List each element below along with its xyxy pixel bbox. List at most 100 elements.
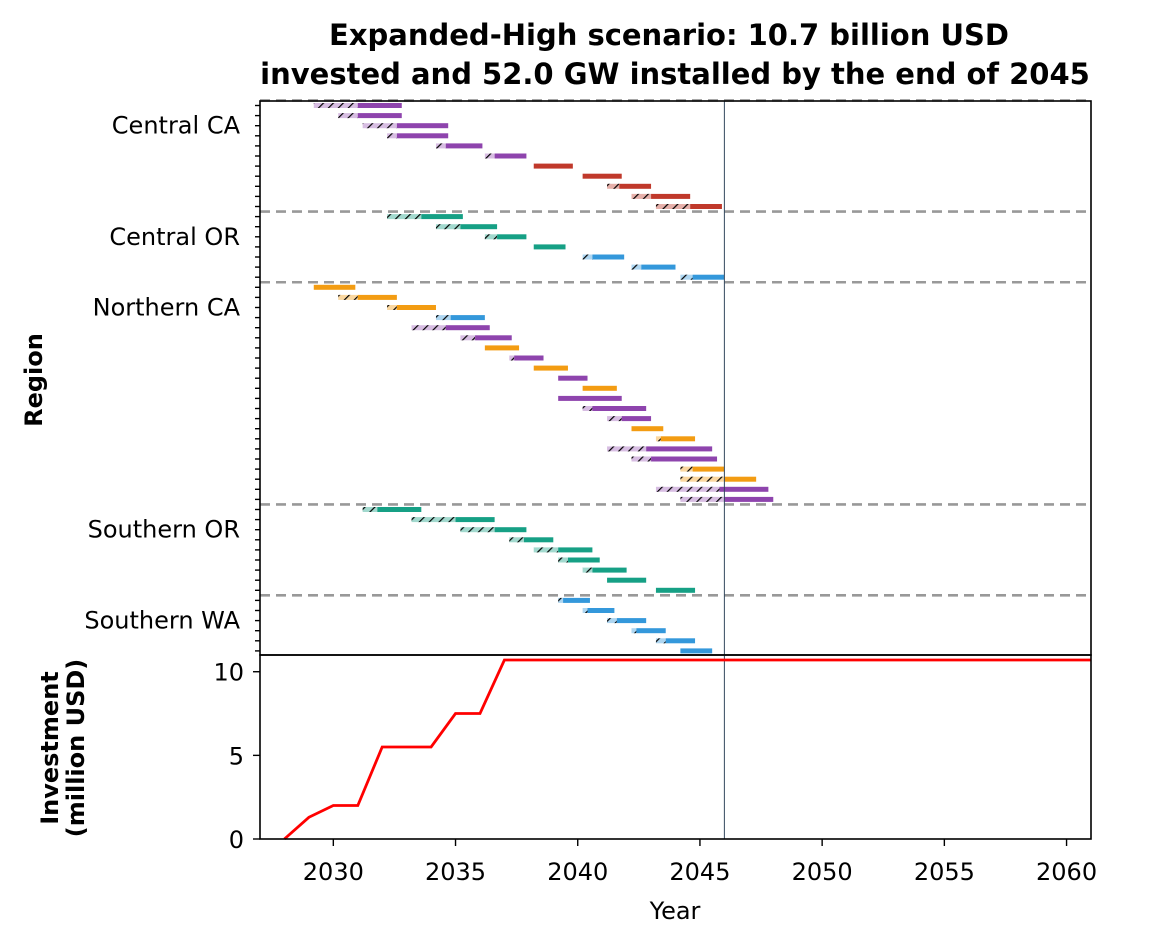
y-tick-label: 5 [229,742,244,770]
gantt-pre-bar-hatch [435,224,461,230]
gantt-bar [396,305,436,310]
gantt-pre-bar-hatch [631,456,652,462]
gantt-pre-bar-hatch [680,466,693,472]
gantt-pre-bar-hatch [607,416,622,422]
gantt-pre-bar-hatch [582,567,593,573]
gantt-bar [692,274,725,280]
gantt-bar [592,406,647,411]
gantt-bar [533,365,568,371]
gantt-pre-bar-hatch [435,315,451,321]
region-label: Northern CA [93,294,241,322]
gantt-bar [690,204,722,209]
investment-panel: 2030 2035 2040 2045 2050 2055 2060 0 5 10 [213,654,1097,886]
gantt-bar [357,113,402,119]
gantt-pre-bar-hatch [387,214,422,220]
gantt-bar [357,103,402,108]
gantt-bar [514,355,544,361]
gantt-bar [558,547,593,553]
gantt-pre-bar-hatch [460,527,495,533]
x-tick-label: 2035 [425,858,486,886]
gantt-bar [592,567,627,573]
x-tick-label: 2030 [303,858,364,886]
chart-title-line1: Expanded-High scenario: 10.7 billion USD [329,18,1009,52]
gantt-bar [631,426,664,432]
gantt-bar [724,496,774,502]
region-separators [260,99,1091,597]
gantt-bar [396,133,449,139]
gantt-bar [450,315,485,321]
gantt-pre-bar-hatch [607,618,617,624]
gantt-pre-bar-hatch [362,123,397,129]
gantt-bar [651,193,691,199]
gantt-pre-bar-hatch [411,325,446,331]
gantt-bar [724,476,757,482]
gantt-pre-bar-hatch [558,557,568,563]
gantt-bar [533,163,573,169]
gantt-pre-bar-hatch [655,638,666,644]
gantt-bar [445,325,490,331]
y-tick-label: 0 [229,826,244,854]
x-tick-label: 2060 [1036,858,1097,886]
x-tick-label: 2055 [914,858,975,886]
gantt-pre-bar-hatch [655,486,720,492]
chart-title-line2: invested and 52.0 GW installed by the en… [260,57,1090,91]
gantt-pre-bar-hatch [362,507,378,512]
gantt-bar [616,618,647,624]
x-axis-ticks: 2030 2035 2040 2045 2050 2055 2060 [303,839,1097,886]
gantt-bar [582,385,617,391]
gantt-pre-bar-hatch [607,446,647,452]
gantt-bar [460,224,498,230]
gantt-panel: Central CA Central OR Northern CA Southern … [84,99,1092,656]
gantt-pre-bar-hatch [411,517,456,523]
gantt-pre-bar-hatch [655,204,691,209]
gantt-bar [619,183,652,189]
gantt-y-ticks [255,104,260,652]
gantt-bar [396,123,449,129]
gantt-bar [719,486,769,492]
region-label: Central OR [109,223,240,251]
gantt-pre-bar-hatch [313,103,358,108]
gantt-pre-bar-hatch [631,264,642,270]
gantt-pre-bar-hatch [558,597,564,603]
gantt-pre-bar-hatch [607,183,620,189]
gantt-pre-bar-hatch [509,537,524,543]
gantt-pre-bar-hatch [680,274,693,280]
investment-ylabel-line1: Investment [36,671,64,825]
gantt-bar [641,264,676,270]
region-label: Central CA [112,112,241,140]
gantt-bar [567,557,600,563]
gantt-pre-bar-hatch [387,305,397,310]
gantt-bars [313,103,774,654]
gantt-bar [651,456,718,462]
gantt-bar [523,537,554,543]
gantt-bar [646,446,713,452]
investment-series-line [283,658,1091,841]
gantt-bar [607,577,647,583]
investment-ylabel-line2: (million USD) [62,659,90,837]
gantt-pre-bar-hatch [631,193,652,199]
region-label: Southern WA [84,607,240,635]
gantt-pre-bar-hatch [387,133,397,139]
gantt-pre-bar-hatch [338,113,358,119]
gantt-bar [621,416,652,422]
gantt-bar [357,294,397,300]
gantt-pre-bar-hatch [582,406,593,411]
region-label: Southern OR [88,516,240,544]
gantt-bar [494,153,527,159]
gantt-pre-bar-hatch [680,476,725,482]
gantt-pre-bar-hatch [460,335,476,341]
gantt-bar [421,214,463,220]
gantt-pre-bar-hatch [435,143,446,149]
investment-frame [259,654,1092,840]
gantt-bar [475,335,512,341]
gantt-pre-bar-hatch [582,254,593,260]
gantt-pre-bar-hatch [631,628,637,634]
gantt-pre-bar-hatch [655,436,661,442]
gantt-bar [533,244,566,250]
gantt-bar [680,648,713,654]
gantt-bar [313,284,356,290]
gantt-bar [592,254,625,260]
x-tick-label: 2040 [547,858,608,886]
gantt-bar [582,173,622,179]
gantt-pre-bar-hatch [582,608,588,613]
